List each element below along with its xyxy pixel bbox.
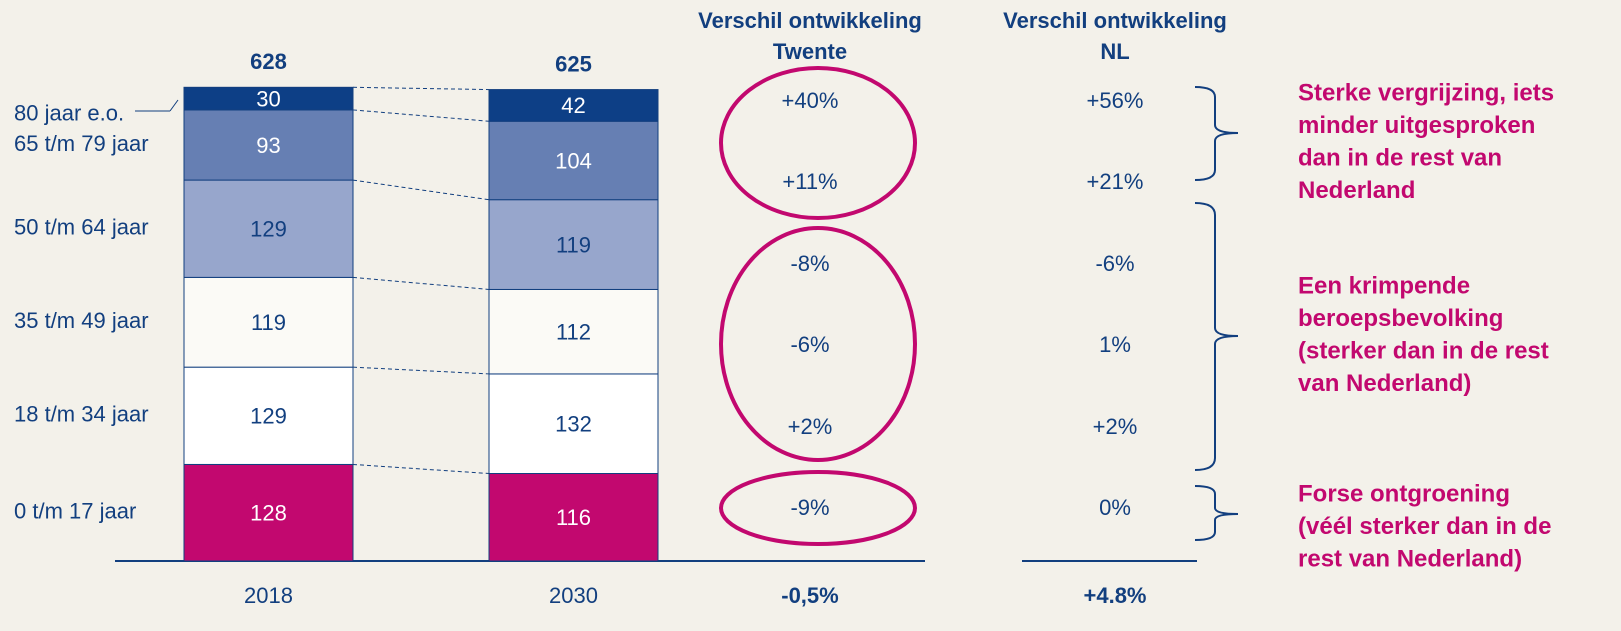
difference-value: -8% [790,251,829,276]
bar-segment [183,86,354,111]
annotation: (véél sterker dan in de [1298,513,1551,540]
bracket [1194,202,1239,471]
value-label: 104 [555,148,592,173]
difference-total: +4.8% [1084,583,1147,608]
difference-value: +21% [1087,169,1144,194]
annotation: Sterke vergrijzing, iets [1298,79,1554,106]
value-label: 42 [561,93,585,118]
annotation: dan in de rest van [1298,144,1502,171]
difference-value: +2% [788,414,833,439]
difference-value: -6% [790,332,829,357]
column-header: Twente [773,39,847,64]
ellipse [719,470,917,546]
bar-segment [488,288,659,375]
annotation: (sterker dan in de rest [1298,337,1549,364]
ellipse [719,66,917,220]
value-label: 116 [556,505,591,530]
value-label: 119 [251,310,286,335]
bar-segment [488,89,659,122]
difference-value: +11% [782,169,837,194]
bar-segment [183,109,354,181]
difference-value: -6% [1095,251,1134,276]
column-header: Verschil ontwikkeling [1003,8,1227,33]
difference-total: -0,5% [781,583,838,608]
value-label: 119 [556,232,591,257]
annotation: rest van Nederland) [1298,545,1522,572]
bracket [1194,86,1239,181]
x-tick-label: 2030 [549,583,598,608]
difference-value: +56% [1087,88,1144,113]
x-tick-label: 2018 [244,583,293,608]
difference-value: 1% [1099,332,1131,357]
annotation: van Nederland) [1298,370,1471,397]
connector [352,86,490,91]
bar-segment [488,473,659,562]
legend-label: 35 t/m 49 jaar [14,308,149,333]
connector [352,179,490,201]
difference-value: +2% [1093,414,1138,439]
ellipses [719,66,917,546]
ellipse [719,226,917,462]
bar-segment [488,120,659,201]
annotation: Forse ontgroening [1298,480,1510,507]
value-label: 128 [250,501,287,526]
annotation: beroepsbevolking [1298,305,1503,332]
value-label: 93 [256,133,280,158]
bar-segment [488,199,659,290]
value-label: 132 [555,412,592,437]
brackets [1194,86,1239,541]
connector [352,366,490,375]
connector [352,276,490,290]
annotation: Nederland [1298,177,1415,204]
difference-value: +40% [782,88,839,113]
annotation: Een krimpende [1298,272,1470,299]
total-label: 625 [555,51,592,76]
difference-value: -9% [790,495,829,520]
column-header: Verschil ontwikkeling [698,8,922,33]
legend-label: 65 t/m 79 jaar [14,131,149,156]
column-header: NL [1100,39,1129,64]
value-label: 112 [556,320,591,345]
bracket [1194,485,1239,541]
value-label: 30 [256,86,280,111]
value-label: 129 [250,217,287,242]
legend-label: 50 t/m 64 jaar [14,215,149,240]
difference-value: 0% [1099,495,1131,520]
connector [352,463,490,475]
legend-label: 0 t/m 17 jaar [14,499,136,524]
bar-segment [183,366,354,465]
legend-label: 80 jaar e.o. [14,100,124,125]
total-label: 628 [250,49,287,74]
bar-segment [183,463,354,562]
legend-label: 18 t/m 34 jaar [14,402,149,427]
value-label: 129 [250,404,287,429]
annotation: minder uitgesproken [1298,112,1535,139]
leader [169,99,179,112]
connector [352,109,490,122]
